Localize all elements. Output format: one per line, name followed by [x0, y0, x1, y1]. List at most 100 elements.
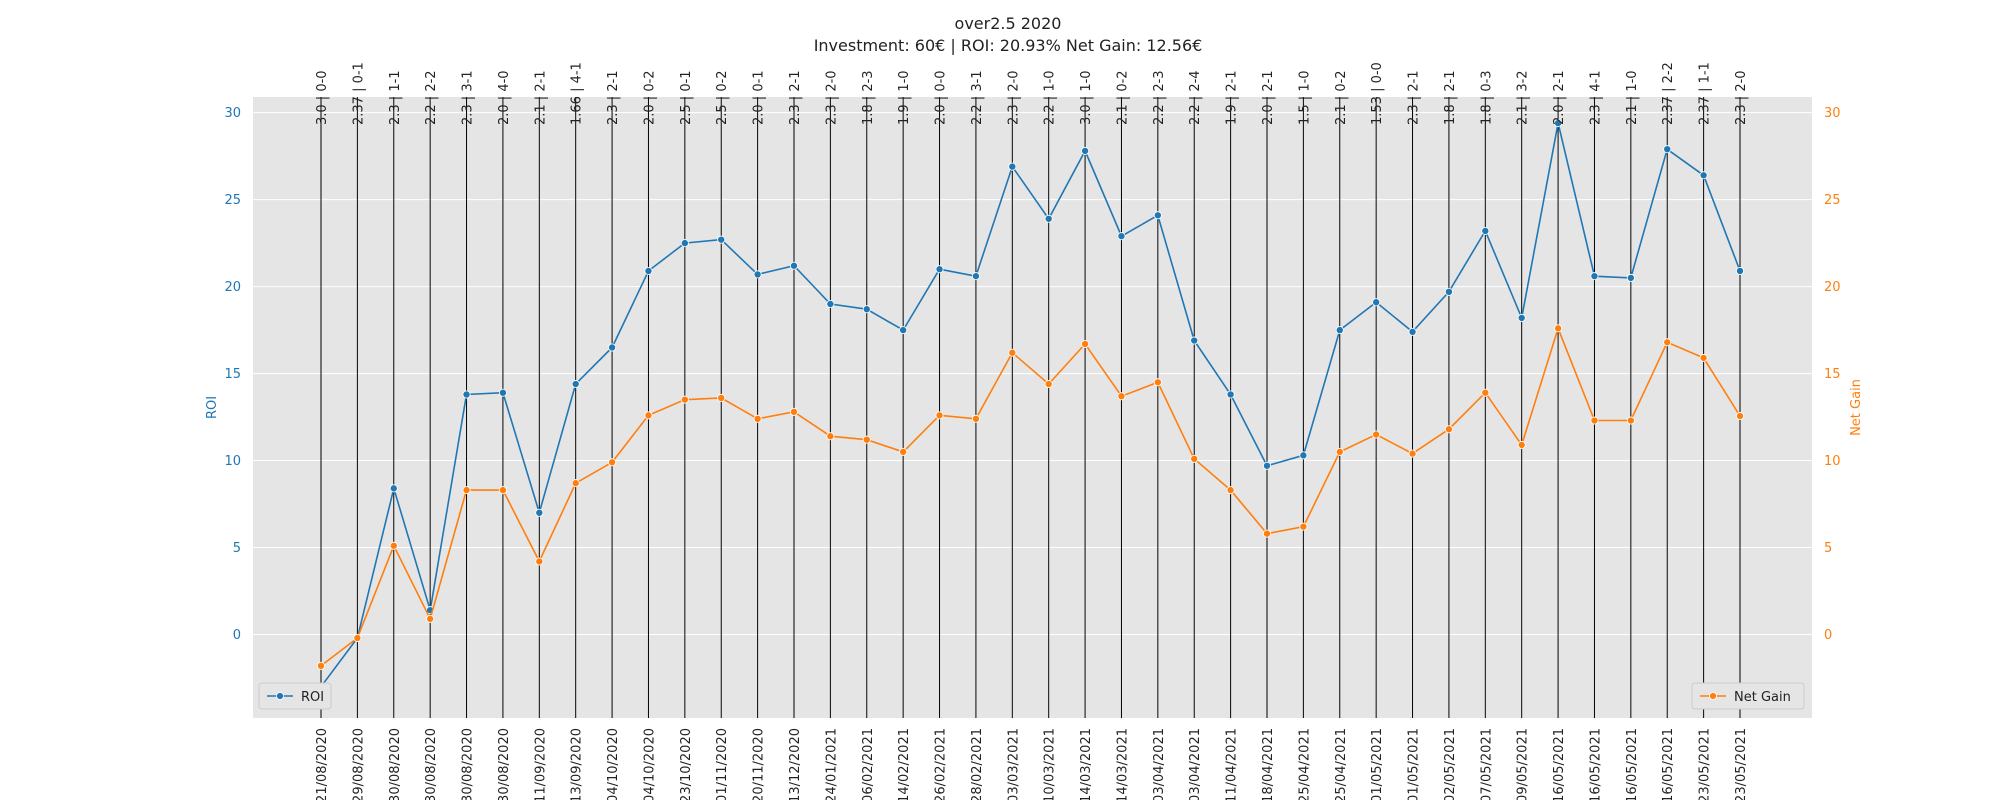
x-tick-label: 03/03/2021 [1006, 728, 1021, 800]
roi-point [1481, 226, 1490, 235]
net-gain-point [862, 435, 871, 444]
net-gain-point [826, 432, 835, 441]
net-gain-point [608, 458, 617, 467]
top-match-label: 1.8 | 0-3 [1479, 70, 1494, 125]
y-left-tick-label: 25 [224, 193, 241, 208]
y-right-tick-label: 15 [1824, 367, 1841, 382]
axes-layer: 0 0 5 5 10 10 15 15 20 20 25 25 30 30 21/08/2020 3.0 | … [224, 62, 1840, 800]
net-gain-point [1444, 425, 1453, 434]
top-match-label: 2.1 | 3-2 [1516, 70, 1531, 125]
roi-point [680, 239, 689, 248]
top-match-label: 2.2 | 1-0 [1043, 70, 1058, 125]
x-tick-label: 10/03/2021 [1043, 728, 1058, 800]
x-tick-label: 16/05/2021 [1625, 728, 1640, 800]
y-right-tick-label: 5 [1824, 541, 1832, 556]
net-gain-point [790, 407, 799, 416]
net-gain-point [1335, 447, 1344, 456]
top-match-label: 2.3 | 2-1 [788, 70, 803, 125]
top-match-label: 2.1 | 2-1 [533, 70, 548, 125]
net-gain-point [389, 541, 398, 550]
net-gain-point [1299, 522, 1308, 531]
roi-point [1372, 298, 1381, 307]
roi-point [1590, 272, 1599, 281]
net-gain-point [1590, 416, 1599, 425]
roi-point [1299, 451, 1308, 460]
top-match-label: 1.5 | 1-0 [1297, 70, 1312, 125]
net-gain-point [1554, 324, 1563, 333]
x-tick-label: 14/03/2021 [1079, 728, 1094, 800]
match-marker-lines [320, 97, 1741, 718]
top-match-label: 2.2 | 2-4 [1188, 70, 1203, 125]
x-tick-label: 24/01/2021 [824, 728, 839, 800]
net-gain-point [1263, 529, 1272, 538]
net-gain-point [1517, 440, 1526, 449]
top-match-label: 1.8 | 2-3 [861, 70, 876, 125]
x-tick-label: 01/11/2020 [715, 728, 730, 800]
roi-point [1044, 214, 1053, 223]
roi-point [899, 326, 908, 335]
x-tick-label: 03/04/2021 [1152, 728, 1167, 800]
x-tick-label: 01/05/2021 [1407, 728, 1422, 800]
net-gain-point [1117, 392, 1126, 401]
roi-point [790, 261, 799, 270]
net-gain-point [1081, 340, 1090, 349]
roi-point [498, 388, 507, 397]
roi-point [1081, 146, 1090, 155]
y-left-tick-label: 10 [224, 454, 241, 469]
top-match-label: 1.53 | 0-0 [1370, 62, 1385, 125]
net-gain-point [1372, 430, 1381, 439]
top-match-label: 3.0 | 0-0 [315, 70, 330, 125]
legend-label-net-gain: Net Gain [1734, 690, 1791, 705]
x-tick-label: 29/08/2020 [351, 728, 366, 800]
top-match-label: 2.2 | 2-3 [1152, 70, 1167, 125]
y-axis-left-label: ROI [205, 396, 220, 419]
legend-roi: ROI [258, 682, 332, 710]
net-gain-point [644, 411, 653, 420]
x-tick-label: 11/09/2020 [533, 728, 548, 800]
top-match-label: 2.5 | 0-2 [715, 70, 730, 125]
x-tick-label: 13/09/2020 [570, 728, 585, 800]
x-tick-label: 03/04/2021 [1188, 728, 1203, 800]
x-tick-label: 16/05/2021 [1588, 728, 1603, 800]
top-match-label: 2.0 | 0-0 [934, 70, 949, 125]
x-tick-label: 14/02/2021 [897, 728, 912, 800]
top-match-label: 1.66 | 4-1 [570, 62, 585, 125]
net-gain-point [1736, 412, 1745, 421]
net-gain-point [1044, 380, 1053, 389]
net-gain-point [1226, 486, 1235, 495]
series-line-net-gain [320, 326, 1741, 667]
roi-point [462, 390, 471, 399]
roi-point [1736, 266, 1745, 275]
roi-point [1008, 162, 1017, 171]
plot-area [253, 97, 1812, 718]
legend-box [258, 682, 332, 710]
x-tick-label: 30/08/2020 [424, 728, 439, 800]
series-layer [316, 119, 1745, 691]
top-match-label: 2.1 | 1-0 [1625, 70, 1640, 125]
top-match-label: 2.3 | 1-1 [388, 70, 403, 125]
roi-point [1663, 145, 1672, 154]
roi-point [1554, 119, 1563, 128]
net-gain-point [1008, 348, 1017, 357]
x-tick-label: 25/04/2021 [1297, 728, 1312, 800]
legend-net-gain: Net Gain [1691, 682, 1805, 710]
top-match-label: 2.0 | 2-1 [1261, 70, 1276, 125]
x-tick-label: 04/10/2020 [642, 728, 657, 800]
roi-point [571, 380, 580, 389]
y-left-tick-label: 30 [224, 106, 241, 121]
roi-point [971, 272, 980, 281]
roi-point [753, 270, 762, 279]
y-left-tick-label: 5 [233, 541, 241, 556]
y-left-tick-label: 0 [233, 628, 241, 643]
x-tick-label: 18/04/2021 [1261, 728, 1276, 800]
y-axis-right-label: Net Gain [1849, 379, 1864, 436]
x-tick-label: 07/05/2021 [1479, 728, 1494, 800]
top-match-label: 2.3 | 3-1 [461, 70, 476, 125]
top-match-label: 2.1 | 0-2 [1334, 70, 1349, 125]
y-right-tick-label: 25 [1824, 193, 1841, 208]
x-tick-label: 28/02/2021 [970, 728, 985, 800]
x-tick-label: 04/10/2020 [606, 728, 621, 800]
net-gain-point [571, 479, 580, 488]
x-tick-label: 02/05/2021 [1443, 728, 1458, 800]
